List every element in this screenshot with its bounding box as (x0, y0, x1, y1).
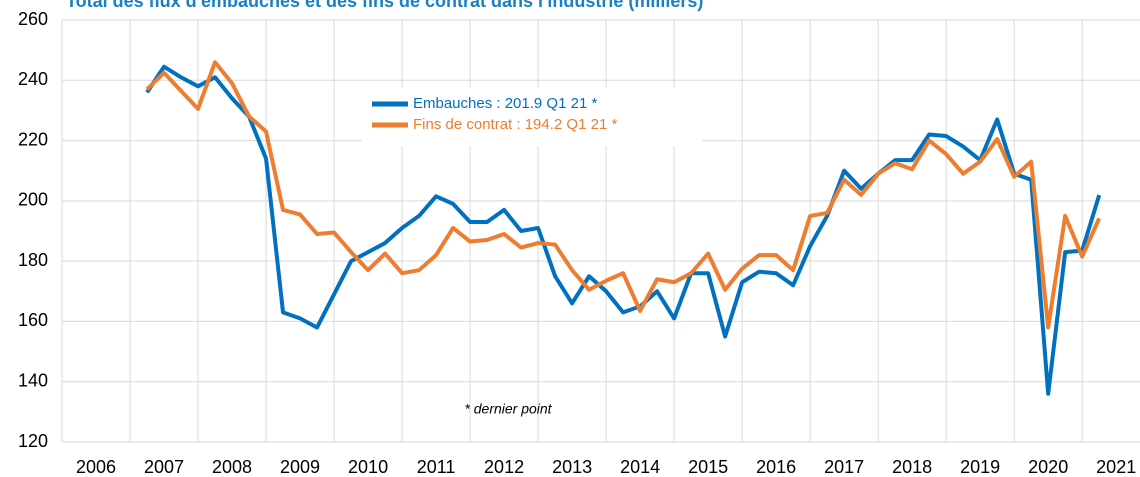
x-tick-label: 2015 (688, 457, 728, 477)
x-tick-label: 2013 (552, 457, 592, 477)
x-tick-label: 2021 (1096, 457, 1136, 477)
annotation: * dernier point (464, 401, 552, 417)
legend-label: Fins de contrat : 194.2 Q1 21 * (413, 116, 617, 133)
y-tick-label: 160 (18, 310, 48, 330)
line (145, 64, 1102, 396)
x-tick-label: 2018 (892, 457, 932, 477)
x-tick-label: 2019 (960, 457, 1000, 477)
y-tick-label: 200 (18, 190, 48, 210)
legend-label: Embauches : 201.9 Q1 21 * (413, 95, 597, 112)
y-tick-label: 220 (18, 129, 48, 149)
y-tick-label: 260 (18, 9, 48, 29)
x-tick-label: 2007 (144, 457, 184, 477)
y-tick-label: 120 (18, 431, 48, 451)
y-tick-label: 180 (18, 250, 48, 270)
line (145, 60, 1102, 330)
y-tick-label: 240 (18, 69, 48, 89)
x-tick-label: 2006 (76, 457, 116, 477)
x-tick-label: 2010 (348, 457, 388, 477)
x-tick-label: 2016 (756, 457, 796, 477)
x-tick-label: 2014 (620, 457, 660, 477)
chart-title: Total des flux d'embauches et des fins d… (66, 0, 703, 11)
x-tick-label: 2017 (824, 457, 864, 477)
legend-box (362, 88, 702, 146)
x-tick-label: 2008 (212, 457, 252, 477)
y-tick-label: 140 (18, 370, 48, 390)
x-tick-label: 2012 (484, 457, 524, 477)
x-tick-label: 2009 (280, 457, 320, 477)
x-tick-label: 2011 (417, 457, 456, 477)
x-tick-label: 2020 (1028, 457, 1068, 477)
